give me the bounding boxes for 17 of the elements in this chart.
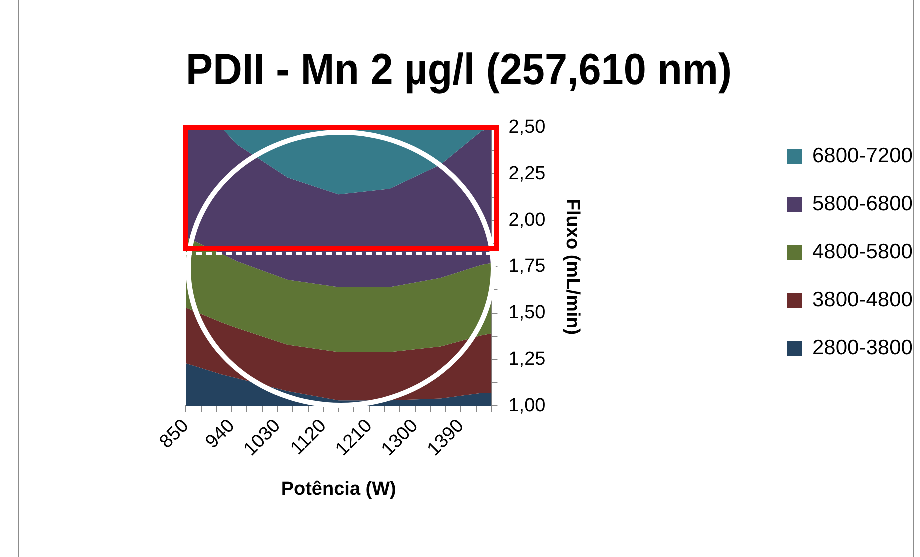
- legend-label: 3800-4800: [812, 288, 913, 312]
- x-tick-label: 940: [202, 416, 240, 453]
- y-tick-label: 1,50: [508, 302, 546, 324]
- x-axis-title: Potência (W): [281, 478, 396, 500]
- y-tick-label: 1,75: [508, 256, 546, 278]
- legend-label: 4800-5800: [812, 240, 913, 264]
- y-tick-label: 2,00: [508, 210, 546, 231]
- y-axis-title: Fluxo (mL/min): [562, 198, 583, 336]
- y-tick-label: 2,25: [508, 163, 546, 184]
- x-tick-label: 850: [156, 416, 194, 453]
- y-tick-label: 2,50: [508, 117, 546, 138]
- y-tick-label: 1,00: [508, 395, 546, 416]
- legend-label: 6800-7200: [812, 144, 913, 168]
- legend-label: 2800-3800: [812, 336, 913, 360]
- chart-title: PDII - Mn 2 µg/l (257,610 nm): [186, 45, 732, 94]
- y-tick-label: 1,25: [508, 349, 546, 370]
- legend-label: 5800-6800: [812, 192, 913, 216]
